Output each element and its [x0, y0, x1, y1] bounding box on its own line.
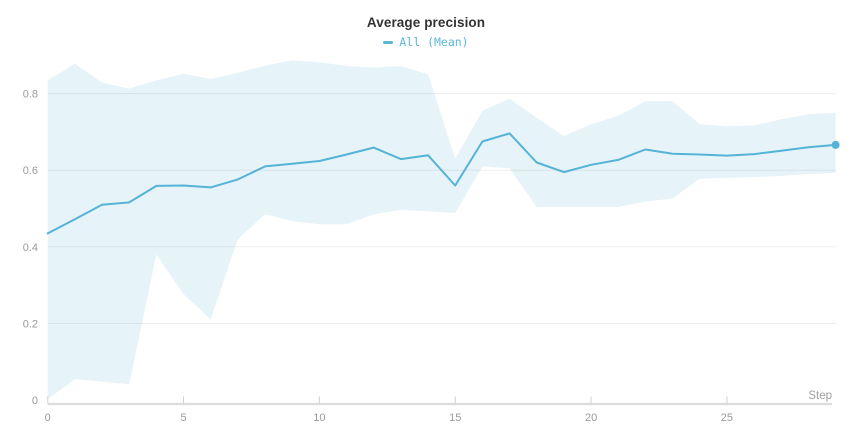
y-tick-label: 0	[32, 395, 38, 407]
x-axis-title: Step	[808, 390, 832, 402]
mean-line[interactable]	[46, 132, 837, 235]
x-tick-label: 0	[45, 412, 51, 424]
legend-line-icon	[383, 40, 394, 44]
x-tick-label: 25	[721, 412, 733, 424]
legend-label: All (Mean)	[399, 35, 469, 49]
x-tick-label: 5	[180, 412, 186, 424]
y-tick-label: 0.2	[23, 318, 38, 330]
x-tick-label: 20	[585, 412, 597, 424]
y-tick-label: 0.8	[23, 89, 38, 101]
y-tick-label: 0.6	[23, 165, 38, 177]
chart-title: Average precision	[366, 15, 486, 30]
x-tick-label: 15	[449, 412, 461, 424]
x-tick-label: 10	[313, 412, 325, 424]
last-point-dot[interactable]	[831, 140, 840, 149]
chart-legend[interactable]: All (Mean)	[0, 35, 852, 49]
confidence-band	[47, 60, 836, 400]
y-tick-label: 0.4	[23, 242, 38, 254]
